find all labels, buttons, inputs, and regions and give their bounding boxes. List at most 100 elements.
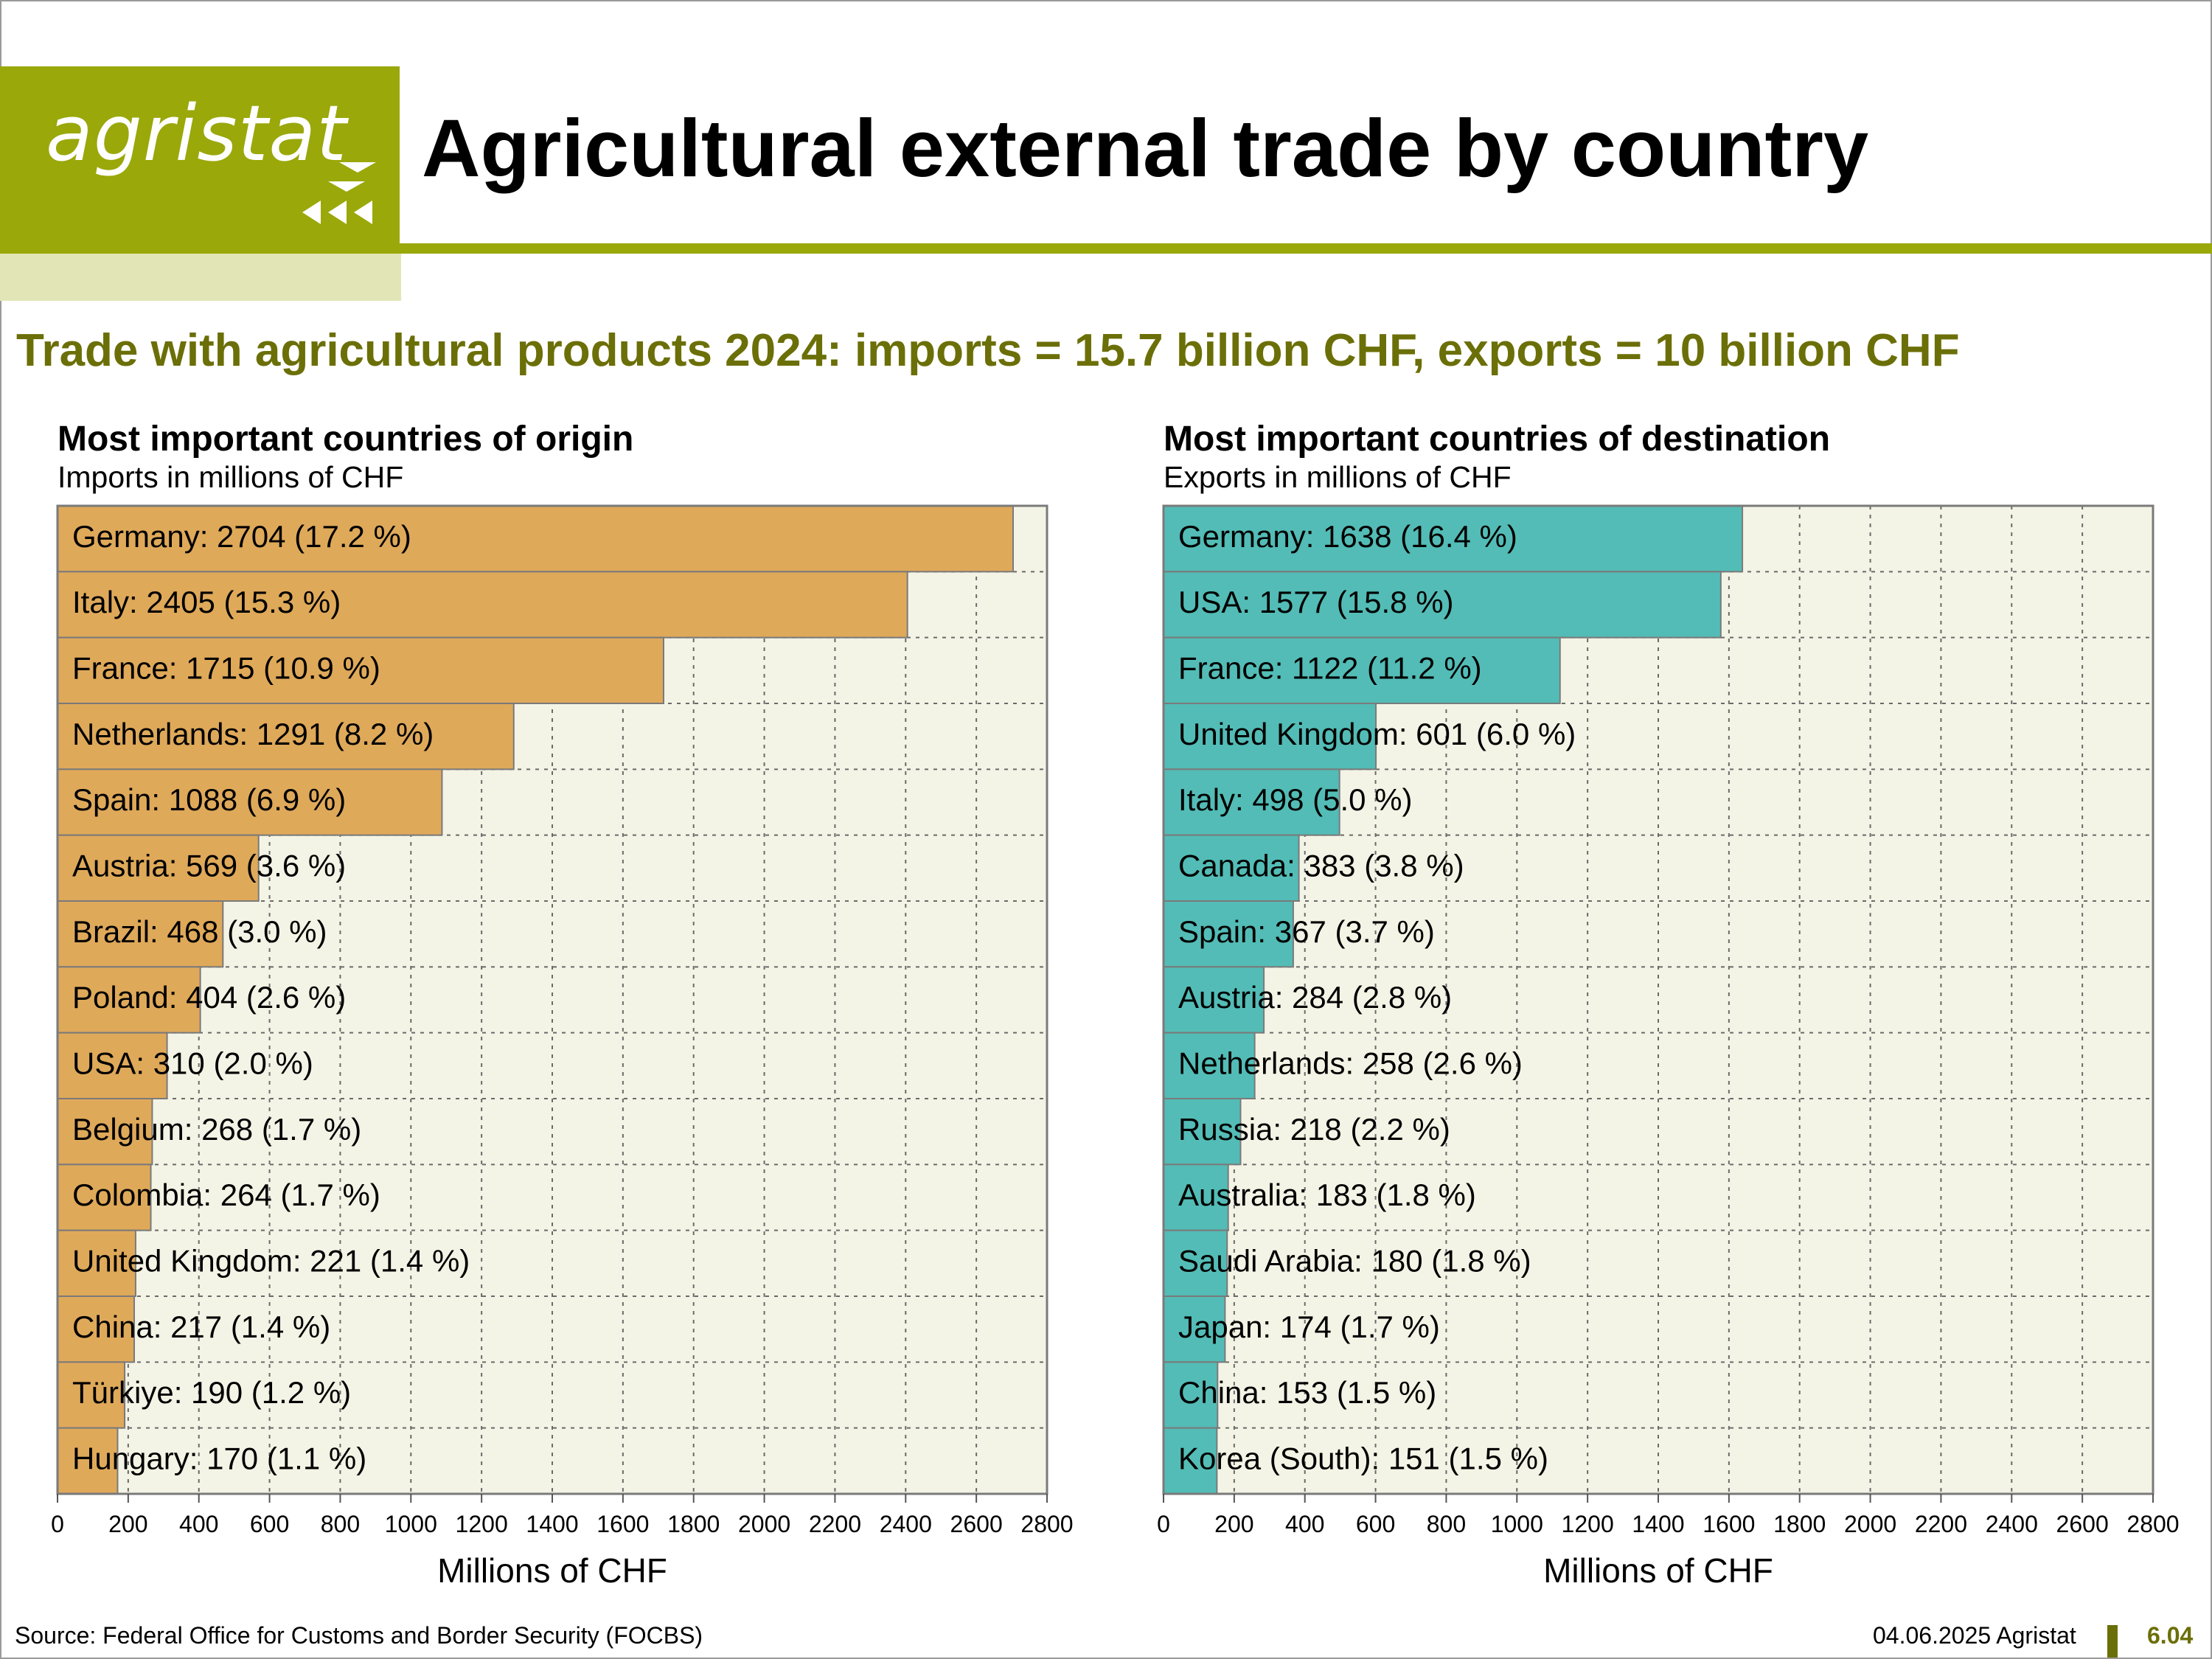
bar — [57, 1295, 136, 1363]
bar-data-label: Spain: 1088 (6.9 %) — [72, 782, 346, 817]
x-tick-label: 2000 — [738, 1511, 790, 1537]
x-tick-label: 200 — [108, 1511, 147, 1537]
bar-data-label: Italy: 498 (5.0 %) — [1178, 782, 1412, 817]
bar-data-label: Colombia: 264 (1.7 %) — [72, 1178, 380, 1212]
logo-band — [0, 254, 401, 301]
x-tick-label: 1400 — [1632, 1511, 1684, 1537]
bar — [1163, 1098, 1242, 1166]
bar-data-label: Germany: 2704 (17.2 %) — [72, 519, 411, 554]
x-tick-label: 800 — [1427, 1511, 1466, 1537]
bar-data-label: Canada: 383 (3.8 %) — [1178, 848, 1464, 883]
bar-data-label: Netherlands: 258 (2.6 %) — [1178, 1046, 1523, 1080]
footer-divider — [2107, 1625, 2118, 1658]
x-tick-label: 400 — [1285, 1511, 1324, 1537]
bar-data-label: Hungary: 170 (1.1 %) — [72, 1441, 366, 1475]
bar-data-label: Italy: 2405 (15.3 %) — [72, 585, 341, 619]
bar — [57, 1427, 119, 1495]
x-tick-label: 600 — [250, 1511, 289, 1537]
bar-data-label: China: 153 (1.5 %) — [1178, 1375, 1436, 1410]
bar — [57, 636, 664, 704]
bar-data-label: Türkiye: 190 (1.2 %) — [72, 1375, 351, 1410]
x-axis-label: Millions of CHF — [1543, 1551, 1773, 1590]
bar — [57, 834, 260, 902]
exports-chart-plot: Germany: 1638 (16.4 %) USA: 1577 (15.8 %)… — [1157, 504, 2180, 1590]
x-tick-label: 1800 — [667, 1511, 720, 1537]
x-tick-label: 2600 — [950, 1511, 1003, 1537]
x-tick-label: 2400 — [1986, 1511, 2038, 1537]
bar-data-label: Spain: 367 (3.7 %) — [1178, 914, 1435, 949]
x-tick-label: 1800 — [1773, 1511, 1826, 1537]
x-tick-label: 2200 — [1915, 1511, 1967, 1537]
logo-text: agristat — [46, 88, 347, 178]
bar-data-label: Australia: 183 (1.8 %) — [1178, 1178, 1476, 1212]
x-tick-label: 1000 — [385, 1511, 437, 1537]
logo-block — [0, 66, 400, 254]
bar-data-label: France: 1715 (10.9 %) — [72, 650, 380, 685]
x-tick-label: 1600 — [1703, 1511, 1755, 1537]
x-tick-label: 2000 — [1844, 1511, 1896, 1537]
bar-data-label: Netherlands: 1291 (8.2 %) — [72, 717, 434, 751]
bar-data-label: France: 1122 (11.2 %) — [1178, 650, 1482, 685]
bar — [57, 1164, 152, 1231]
x-tick-label: 0 — [51, 1511, 64, 1537]
bar-data-label: China: 217 (1.4 %) — [72, 1310, 330, 1344]
logo-mark-icon — [302, 162, 376, 224]
x-tick-label: 400 — [179, 1511, 218, 1537]
footer-date: 04.06.2025 Agristat — [1873, 1622, 2076, 1649]
bar-data-label: Brazil: 468 (3.0 %) — [72, 914, 327, 949]
x-tick-label: 0 — [1157, 1511, 1170, 1537]
x-tick-label: 1400 — [526, 1511, 578, 1537]
bar — [1163, 1164, 1229, 1231]
x-tick-label: 1200 — [456, 1511, 508, 1537]
bar-data-label: Poland: 404 (2.6 %) — [72, 980, 346, 1015]
x-tick-label: 600 — [1356, 1511, 1395, 1537]
bar-data-label: United Kingdom: 221 (1.4 %) — [72, 1243, 470, 1278]
x-tick-label: 2200 — [809, 1511, 861, 1537]
bar — [57, 900, 224, 968]
bar — [1163, 636, 1561, 704]
exports-chart: Most important countries of destination … — [1106, 413, 2179, 1607]
chart-title: Most important countries of destination — [1164, 420, 1831, 459]
bar — [1163, 1032, 1256, 1100]
bar-data-label: Austria: 284 (2.8 %) — [1178, 980, 1452, 1015]
x-axis-label: Millions of CHF — [437, 1551, 667, 1590]
chart-subtitle: Imports in millions of CHF — [58, 460, 404, 494]
imports-chart-plot: Germany: 2704 (17.2 %) Italy: 2405 (15.3 … — [51, 504, 1074, 1590]
bar-data-label: Korea (South): 151 (1.5 %) — [1178, 1441, 1548, 1475]
x-tick-label: 1000 — [1491, 1511, 1543, 1537]
page-title: Agricultural external trade by country — [422, 103, 1869, 194]
bar-data-label: Austria: 569 (3.6 %) — [72, 848, 346, 883]
bar — [57, 571, 908, 639]
x-tick-label: 2600 — [2056, 1511, 2109, 1537]
chart-title: Most important countries of origin — [58, 420, 634, 459]
bar — [1163, 1295, 1226, 1363]
bar-data-label: USA: 1577 (15.8 %) — [1178, 585, 1454, 619]
x-tick-label: 2400 — [880, 1511, 932, 1537]
trade-summary-subtitle: Trade with agricultural products 2024: i… — [16, 325, 1960, 376]
x-tick-label: 2800 — [1020, 1511, 1073, 1537]
bar — [1163, 1427, 1218, 1495]
bar-data-label: Germany: 1638 (16.4 %) — [1178, 519, 1517, 554]
bar — [1163, 505, 1744, 573]
chart-subtitle: Exports in millions of CHF — [1164, 460, 1512, 494]
bar-data-label: USA: 310 (2.0 %) — [72, 1046, 313, 1080]
bar — [57, 966, 201, 1034]
bar — [1163, 571, 1722, 639]
imports-chart: Most important countries of origin Impor… — [0, 413, 1073, 1607]
x-tick-label: 1200 — [1562, 1511, 1614, 1537]
source-note: Source: Federal Office for Customs and B… — [15, 1622, 703, 1649]
header-divider — [400, 243, 2212, 254]
bar — [57, 1098, 153, 1166]
bar-data-label: Japan: 174 (1.7 %) — [1178, 1310, 1440, 1344]
bar-data-label: Saudi Arabia: 180 (1.8 %) — [1178, 1243, 1531, 1278]
bar — [57, 1361, 126, 1429]
x-tick-label: 1600 — [597, 1511, 649, 1537]
bar — [57, 1229, 136, 1297]
bar-data-label: United Kingdom: 601 (6.0 %) — [1178, 717, 1576, 751]
x-tick-label: 2800 — [2126, 1511, 2179, 1537]
bar — [57, 505, 1014, 573]
bar — [1163, 900, 1294, 968]
x-tick-label: 200 — [1214, 1511, 1253, 1537]
bar-data-label: Russia: 218 (2.2 %) — [1178, 1112, 1450, 1147]
